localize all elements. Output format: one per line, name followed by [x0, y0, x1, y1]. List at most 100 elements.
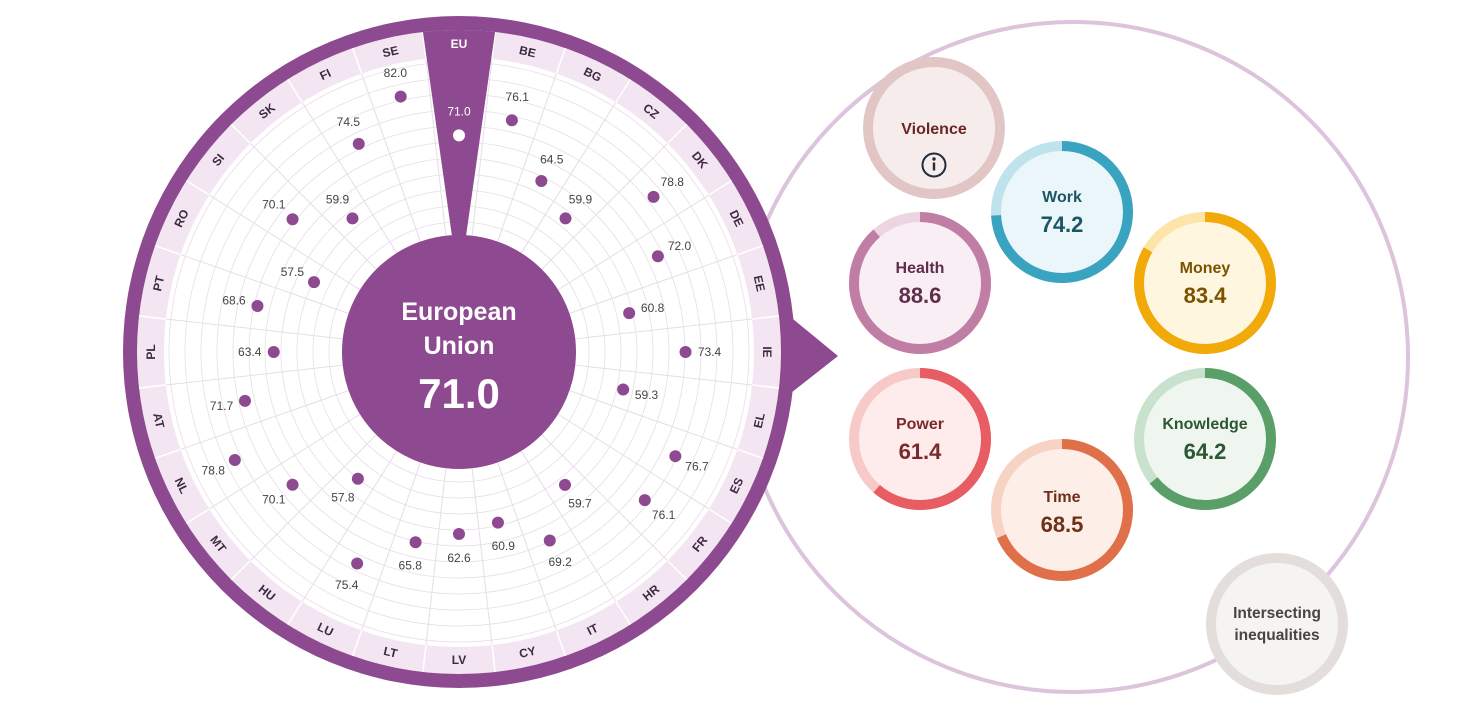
- country-value-mt: 70.1: [262, 493, 286, 507]
- country-dot-cz[interactable]: [559, 212, 572, 225]
- country-dot-es[interactable]: [669, 450, 682, 463]
- intersecting-circle[interactable]: [1206, 553, 1348, 695]
- country-code-el[interactable]: EL: [751, 411, 768, 429]
- country-dot-hr[interactable]: [559, 478, 572, 491]
- grid-spoke: [208, 413, 361, 510]
- label-divider: [138, 315, 166, 320]
- domain-health[interactable]: Health 88.6: [849, 212, 991, 354]
- country-dot-eu[interactable]: [453, 129, 465, 142]
- country-code-eu[interactable]: EU: [451, 37, 468, 51]
- label-divider: [287, 601, 303, 626]
- country-dot-at[interactable]: [238, 394, 251, 407]
- domain-intersecting-inequalities[interactable]: Intersecting inequalities: [1206, 553, 1348, 695]
- country-dot-ro[interactable]: [308, 276, 321, 289]
- country-value-sk: 59.9: [326, 193, 350, 207]
- label-divider: [422, 31, 427, 59]
- country-value-pt: 68.6: [222, 294, 246, 308]
- grid-spoke: [180, 254, 349, 314]
- money-circle[interactable]: [1139, 217, 1271, 349]
- country-code-lv[interactable]: LV: [452, 653, 466, 667]
- domain-money[interactable]: Money 83.4: [1134, 212, 1276, 354]
- work-ring-progress: [991, 141, 1133, 283]
- country-code-ee[interactable]: EE: [751, 274, 768, 293]
- time-circle[interactable]: [996, 444, 1128, 576]
- country-dot-sk[interactable]: [346, 212, 359, 225]
- domain-knowledge[interactable]: Knowledge 64.2: [1134, 368, 1276, 510]
- country-code-be[interactable]: BE: [518, 43, 537, 60]
- country-code-cy[interactable]: CY: [518, 644, 537, 661]
- domain-power[interactable]: Power 61.4: [849, 368, 991, 510]
- country-dot-lv[interactable]: [453, 527, 465, 540]
- label-divider: [667, 123, 688, 144]
- power-circle[interactable]: [854, 373, 986, 505]
- work-circle[interactable]: [996, 146, 1128, 278]
- label-divider: [154, 244, 181, 256]
- country-dot-ee[interactable]: [623, 307, 636, 320]
- violence-circle[interactable]: [863, 57, 1005, 199]
- country-dot-pl[interactable]: [267, 346, 280, 358]
- country-code-de[interactable]: DE: [727, 208, 747, 229]
- country-dot-de[interactable]: [651, 250, 664, 263]
- grid-spoke: [557, 413, 710, 510]
- label-divider: [555, 47, 567, 74]
- health-label: Health: [896, 260, 945, 277]
- country-dot-be[interactable]: [505, 114, 518, 127]
- money-ring-progress: [1134, 212, 1276, 354]
- domain-time[interactable]: Time 68.5: [991, 439, 1133, 581]
- label-divider: [230, 560, 251, 581]
- grid-spoke: [361, 462, 421, 631]
- country-dot-ie[interactable]: [679, 346, 692, 358]
- grid-spoke: [471, 468, 493, 646]
- country-dot-dk[interactable]: [647, 190, 660, 203]
- grid-spoke: [425, 58, 447, 236]
- money-label: Money: [1180, 260, 1231, 277]
- country-dot-el[interactable]: [617, 383, 630, 396]
- label-divider: [708, 508, 733, 524]
- info-icon[interactable]: [921, 152, 947, 178]
- knowledge-circle[interactable]: [1139, 373, 1271, 505]
- country-value-cy: 60.9: [492, 539, 516, 553]
- grid-spoke: [165, 364, 343, 386]
- country-dot-lt[interactable]: [409, 536, 422, 549]
- country-dot-si[interactable]: [286, 213, 299, 226]
- country-dot-bg[interactable]: [535, 174, 548, 187]
- country-dot-se[interactable]: [394, 90, 407, 103]
- country-dot-hu[interactable]: [351, 472, 364, 485]
- country-value-eu: 71.0: [447, 104, 471, 118]
- country-code-es[interactable]: ES: [727, 475, 747, 496]
- country-dot-it[interactable]: [543, 534, 556, 547]
- grid-spoke: [361, 73, 421, 242]
- country-code-se[interactable]: SE: [381, 43, 400, 60]
- country-code-pt[interactable]: PT: [150, 274, 167, 293]
- center-title-line2: Union: [424, 332, 495, 360]
- country-code-nl[interactable]: NL: [172, 475, 192, 495]
- country-value-el: 59.3: [635, 388, 659, 402]
- country-dot-lu[interactable]: [351, 557, 364, 570]
- country-value-cz: 59.9: [569, 193, 593, 207]
- knowledge-ring-progress: [1149, 368, 1276, 510]
- country-value-it: 69.2: [549, 555, 573, 569]
- country-value-fi: 74.5: [337, 115, 361, 129]
- country-dot-pt[interactable]: [251, 299, 264, 312]
- country-dot-fr[interactable]: [638, 494, 651, 507]
- country-value-lu: 75.4: [335, 578, 359, 592]
- country-code-lu[interactable]: LU: [315, 620, 335, 640]
- health-circle[interactable]: [854, 217, 986, 349]
- knowledge-label: Knowledge: [1162, 416, 1247, 433]
- country-code-pl[interactable]: PL: [144, 344, 158, 359]
- country-dot-fi[interactable]: [352, 137, 365, 150]
- country-code-at[interactable]: AT: [150, 412, 167, 430]
- label-divider: [752, 315, 780, 320]
- grid-spoke: [165, 318, 343, 340]
- country-code-ie[interactable]: IE: [760, 346, 774, 357]
- grid-spoke: [520, 101, 617, 254]
- country-radial-chart: EU BEBGCZDKDEEEIEELESFRHRITCYLVLTLUHUMTNL…: [123, 16, 795, 688]
- domain-violence[interactable]: Violence: [863, 57, 1005, 199]
- money-score: 83.4: [1184, 283, 1228, 308]
- country-dot-cy[interactable]: [491, 516, 504, 529]
- domain-work[interactable]: Work 74.2: [991, 141, 1133, 283]
- country-dot-mt[interactable]: [286, 478, 299, 491]
- label-divider: [185, 508, 210, 524]
- country-code-lt[interactable]: LT: [382, 644, 399, 661]
- country-dot-nl[interactable]: [228, 453, 241, 466]
